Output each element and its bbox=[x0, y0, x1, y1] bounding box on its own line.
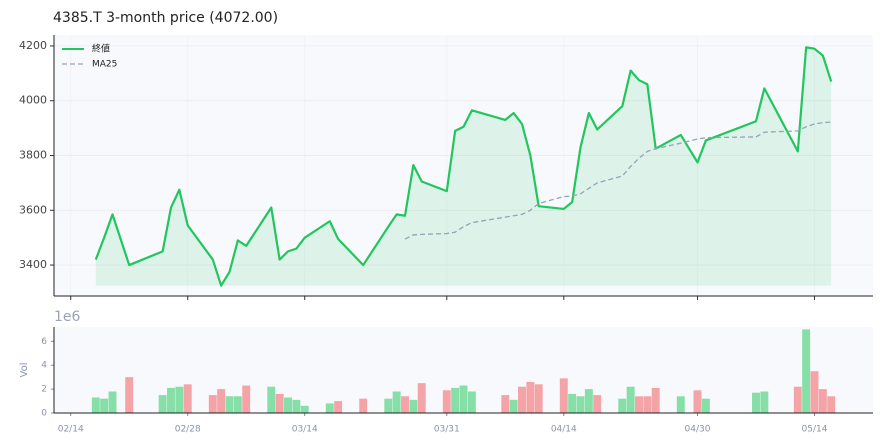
volume-bar bbox=[275, 393, 284, 413]
y-tick-label: 3800 bbox=[19, 149, 47, 162]
plot: 3400 3600 3800 4000 4200 02/14 02/28 03/14 03/31… bbox=[19, 35, 873, 435]
y-tick-label: 4 bbox=[41, 361, 47, 371]
volume-bar bbox=[793, 386, 802, 413]
y-tick-label: 0 bbox=[41, 409, 47, 419]
x-tick-label: 02/14 bbox=[58, 425, 84, 435]
volume-bar bbox=[175, 386, 184, 413]
volume-bar bbox=[417, 383, 426, 413]
volume-bar bbox=[593, 395, 602, 413]
y-tick-label: 2 bbox=[41, 385, 47, 395]
volume-bar bbox=[701, 398, 710, 413]
volume-bar bbox=[242, 385, 251, 413]
y-tick-label: 4200 bbox=[19, 39, 47, 52]
x-tick-label: 04/30 bbox=[685, 425, 711, 435]
x-tick-label: 05/14 bbox=[802, 425, 828, 435]
volume-bar bbox=[810, 371, 819, 413]
line bbox=[94, 46, 833, 287]
legend-label: 終値 bbox=[92, 43, 110, 55]
volume-bar bbox=[451, 387, 460, 413]
volume-bar bbox=[752, 392, 760, 413]
volume-bar bbox=[401, 396, 409, 413]
volume-bar bbox=[576, 396, 585, 413]
volume-bar bbox=[534, 384, 543, 413]
volume-bar bbox=[651, 387, 660, 413]
volume-bar bbox=[334, 401, 343, 413]
volume-bar bbox=[384, 398, 393, 413]
y-tick-label: 6 bbox=[41, 337, 47, 347]
volume-bar bbox=[208, 395, 217, 413]
volume-bar bbox=[626, 386, 635, 413]
volume-bar bbox=[409, 399, 418, 413]
volume-bar bbox=[584, 389, 593, 413]
volume-bar bbox=[292, 399, 301, 413]
volume-bar bbox=[217, 389, 226, 413]
volume-bar bbox=[233, 396, 242, 413]
area bbox=[95, 47, 832, 286]
y-tick-label: 3400 bbox=[19, 258, 47, 271]
volume-bar bbox=[442, 390, 451, 413]
volume-bar bbox=[635, 396, 643, 413]
volume-bar bbox=[518, 386, 526, 413]
volume-bar bbox=[526, 381, 535, 413]
price-panel bbox=[54, 35, 873, 296]
volume-bar bbox=[559, 378, 568, 413]
volume-bar bbox=[125, 377, 134, 413]
volume-bar bbox=[225, 396, 234, 413]
volume-bar bbox=[284, 397, 292, 413]
legend-label: MA25 bbox=[92, 60, 117, 70]
x-tick-label: 04/14 bbox=[551, 425, 577, 435]
x-tick-label: 03/14 bbox=[292, 425, 318, 435]
volume-bar bbox=[827, 396, 836, 413]
volume-bar bbox=[183, 384, 192, 413]
volume-bar bbox=[568, 393, 577, 413]
volume-bar bbox=[693, 390, 702, 413]
y-tick-label: 4000 bbox=[19, 94, 47, 107]
volume-bar bbox=[300, 405, 309, 413]
volume-bar bbox=[501, 395, 510, 413]
volume-bar bbox=[392, 391, 401, 413]
volume-bar bbox=[676, 396, 685, 413]
volume-bar bbox=[100, 398, 109, 413]
volume-bar bbox=[108, 391, 117, 413]
volume-bar bbox=[818, 389, 827, 413]
offset-label: 1e6 bbox=[54, 309, 81, 325]
volume-bar bbox=[91, 397, 100, 413]
volume-bar bbox=[167, 387, 175, 413]
volume-bar bbox=[325, 403, 334, 413]
volume-bar bbox=[459, 385, 468, 413]
volume-bar bbox=[359, 398, 368, 413]
volume-bar bbox=[509, 399, 518, 413]
volume-bar bbox=[802, 329, 811, 413]
volume-bar bbox=[467, 391, 476, 413]
y-tick-label: 3600 bbox=[19, 203, 47, 216]
x-tick-label: 03/31 bbox=[434, 425, 460, 435]
volume-bar bbox=[643, 396, 652, 413]
volume-bar bbox=[618, 398, 627, 413]
volume-bar bbox=[158, 395, 167, 413]
volume-bar bbox=[760, 391, 769, 413]
volume-axis-label: Vol bbox=[19, 363, 30, 378]
volume-bar bbox=[267, 386, 276, 413]
x-tick-label: 02/28 bbox=[175, 425, 201, 435]
chart-title: 4385.T 3-month price (4072.00) bbox=[53, 10, 278, 26]
